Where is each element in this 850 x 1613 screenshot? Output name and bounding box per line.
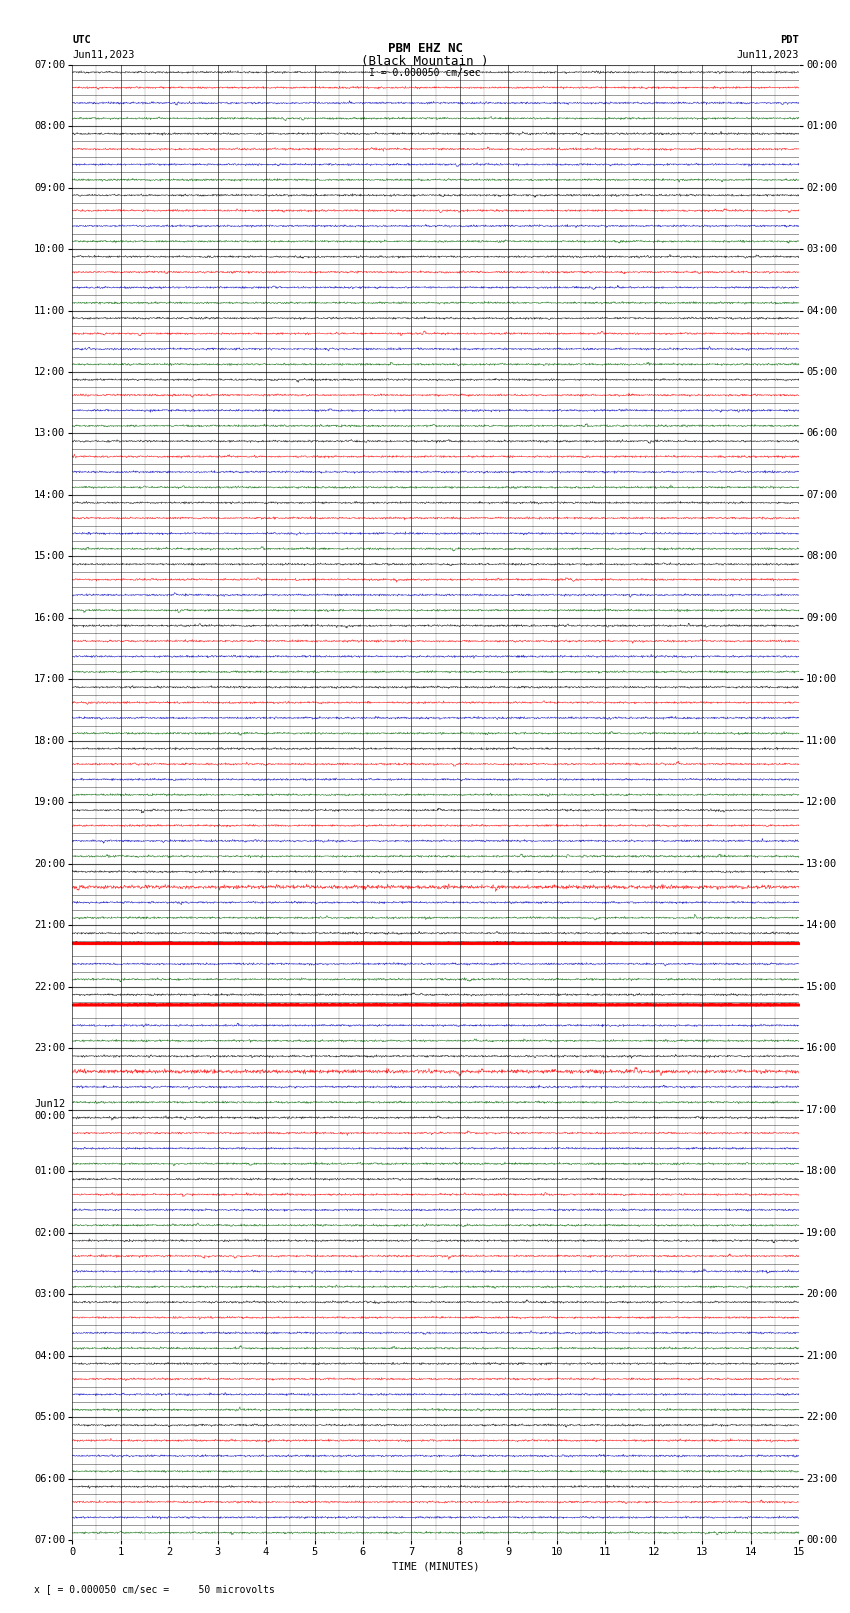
Text: (Black Mountain ): (Black Mountain ) — [361, 55, 489, 68]
X-axis label: TIME (MINUTES): TIME (MINUTES) — [392, 1561, 479, 1571]
Text: PDT: PDT — [780, 35, 799, 45]
Text: UTC: UTC — [72, 35, 91, 45]
Text: x [ = 0.000050 cm/sec =     50 microvolts: x [ = 0.000050 cm/sec = 50 microvolts — [34, 1584, 275, 1594]
Text: I = 0.000050 cm/sec: I = 0.000050 cm/sec — [369, 68, 481, 77]
Text: Jun11,2023: Jun11,2023 — [736, 50, 799, 60]
Text: Jun11,2023: Jun11,2023 — [72, 50, 135, 60]
Text: PBM EHZ NC: PBM EHZ NC — [388, 42, 462, 55]
